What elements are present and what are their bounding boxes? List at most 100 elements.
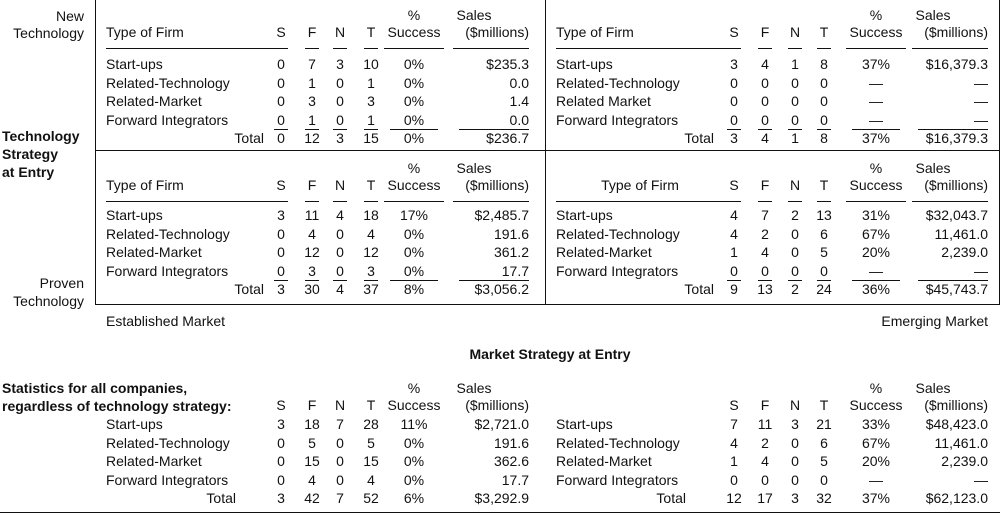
stats-left-row-firm: Related-Market: [106, 453, 202, 469]
proven-emerging-rule-f: [758, 201, 772, 202]
new-established-cell-s: 0: [277, 130, 285, 146]
proven-established-subtotal-rule-s: [274, 279, 288, 281]
statistics-title-line2: regardless of technology strategy:: [2, 398, 232, 414]
stats-right-cell-s: 0: [730, 471, 738, 488]
proven-technology-label-line1: Proven: [39, 275, 84, 291]
proven-emerging-subtotal-rule-t: [817, 279, 831, 281]
proven-established-header-t: T: [366, 177, 376, 193]
stats-right-header-success-line1: %: [869, 380, 883, 396]
proven-technology-label-line2: Technology: [13, 293, 84, 309]
stats-right-cell-n: 3: [791, 490, 799, 506]
new-established-row-firm: Related-Technology: [106, 74, 230, 91]
stats-right-row-total-label: Total: [656, 490, 686, 506]
proven-established-subtotal-rule-success: [390, 279, 438, 281]
stats-left-cell-f: 4: [308, 471, 316, 488]
new-established-header-t: T: [366, 24, 376, 40]
new-emerging-cell-f: 0: [761, 93, 769, 109]
proven-established-cell-sales: 191.6: [493, 225, 529, 242]
stats-left-cell-sales: 362.6: [493, 453, 529, 469]
new-established-cell-success: 0%: [403, 93, 425, 109]
new-emerging-cell-t: 8: [820, 130, 828, 146]
new-established-cell-t: 1: [367, 74, 375, 91]
proven-established-rule-f: [305, 201, 319, 202]
new-emerging-rule-f: [758, 48, 772, 49]
new-emerging-header-success-line2: Success: [849, 24, 903, 40]
new-emerging-cell-f: 0: [761, 111, 769, 128]
stats-left-cell-t: 5: [367, 434, 375, 451]
proven-established-cell-f: 12: [304, 244, 320, 260]
stats-right-header-s: S: [729, 397, 739, 413]
new-emerging-header-s: S: [729, 24, 739, 40]
stats-right-cell-success: 20%: [861, 453, 891, 469]
proven-emerging-row-firm: Related-Technology: [556, 225, 680, 242]
new-established-cell-n: 3: [336, 130, 344, 146]
proven-emerging-subtotal-rule-n: [788, 279, 802, 281]
grid-left-border: [95, 0, 96, 305]
stats-right-cell-n: 0: [791, 434, 799, 451]
stats-left-cell-s: 3: [277, 490, 285, 506]
stats-right-cell-success: —: [869, 471, 883, 488]
stats-right-cell-n: 0: [791, 453, 799, 469]
new-established-rule-success: [384, 48, 444, 49]
new-established-row-firm: Related-Market: [106, 93, 202, 109]
new-established-cell-sales: 0.0: [509, 74, 529, 91]
new-emerging-cell-s: 0: [730, 93, 738, 109]
stats-right-cell-t: 32: [816, 490, 832, 506]
new-established-cell-f: 1: [308, 74, 316, 91]
proven-emerging-cell-n: 0: [791, 244, 799, 260]
new-established-cell-f: 1: [308, 111, 316, 128]
new-emerging-cell-sales: $16,379.3: [925, 130, 988, 146]
stats-left-cell-sales: 191.6: [493, 434, 529, 451]
new-established-cell-n: 0: [336, 74, 344, 91]
proven-emerging-cell-t: 5: [820, 244, 828, 260]
stats-right-cell-s: 12: [726, 490, 742, 506]
stats-left-cell-n: 0: [336, 471, 344, 488]
stats-left-cell-n: 7: [336, 416, 344, 432]
proven-emerging-cell-sales: 11,461.0: [934, 225, 988, 242]
new-established-rule-sales: [453, 48, 529, 49]
stats-left-cell-success: 0%: [403, 471, 425, 488]
new-emerging-subtotal-rule-s: [727, 128, 741, 130]
stats-left-cell-t: 4: [367, 471, 375, 488]
new-established-subtotal-rule-n: [333, 128, 347, 130]
new-established-cell-n: 3: [336, 56, 344, 72]
stats-right-row-firm: Related-Technology: [556, 434, 680, 451]
new-emerging-cell-sales: —: [974, 111, 988, 128]
stats-right-cell-s: 4: [730, 434, 738, 451]
proven-emerging-rule-n: [788, 201, 802, 202]
stats-left-cell-sales: $2,721.0: [474, 416, 530, 432]
stats-left-cell-f: 15: [304, 453, 320, 469]
proven-emerging-cell-success: 20%: [861, 244, 891, 260]
new-emerging-row-firm: Forward Integrators: [556, 111, 679, 128]
new-emerging-rule-s: [727, 48, 741, 49]
new-established-cell-f: 3: [308, 93, 316, 109]
proven-established-cell-s: 0: [277, 225, 285, 242]
proven-emerging-cell-success: —: [869, 262, 883, 279]
proven-established-subtotal-rule-f: [305, 279, 319, 281]
new-established-cell-t: 1: [367, 111, 375, 128]
stats-left-header-n: N: [334, 397, 346, 413]
new-established-subtotal-rule-f: [305, 128, 319, 130]
established-market-label: Established Market: [106, 313, 226, 329]
proven-established-cell-t: 12: [363, 244, 379, 260]
proven-emerging-header-s: S: [729, 177, 739, 193]
new-established-rule-s: [274, 48, 288, 49]
new-emerging-header-sales-line1: Sales: [915, 7, 951, 23]
stats-right-header-t: T: [819, 397, 829, 413]
new-established-header-type-of-firm: Type of Firm: [106, 24, 184, 40]
proven-emerging-header-n: N: [789, 177, 801, 193]
new-emerging-cell-n: 1: [791, 56, 799, 72]
stats-right-cell-success: 67%: [861, 434, 891, 451]
proven-established-header-sales-line2: ($millions): [465, 177, 529, 193]
stats-left-cell-n: 7: [336, 490, 344, 506]
stats-left-cell-n: 0: [336, 434, 344, 451]
proven-established-cell-f: 30: [304, 281, 320, 297]
new-established-cell-n: 0: [336, 93, 344, 109]
new-emerging-cell-s: 0: [730, 111, 738, 128]
proven-emerging-cell-sales: 2,239.0: [941, 244, 988, 260]
new-emerging-rule-success: [846, 48, 906, 49]
new-established-row-firm: Start-ups: [106, 56, 163, 72]
new-emerging-cell-sales: —: [974, 93, 988, 109]
stats-right-cell-success: 37%: [861, 490, 891, 506]
new-established-subtotal-rule-success: [390, 128, 438, 130]
